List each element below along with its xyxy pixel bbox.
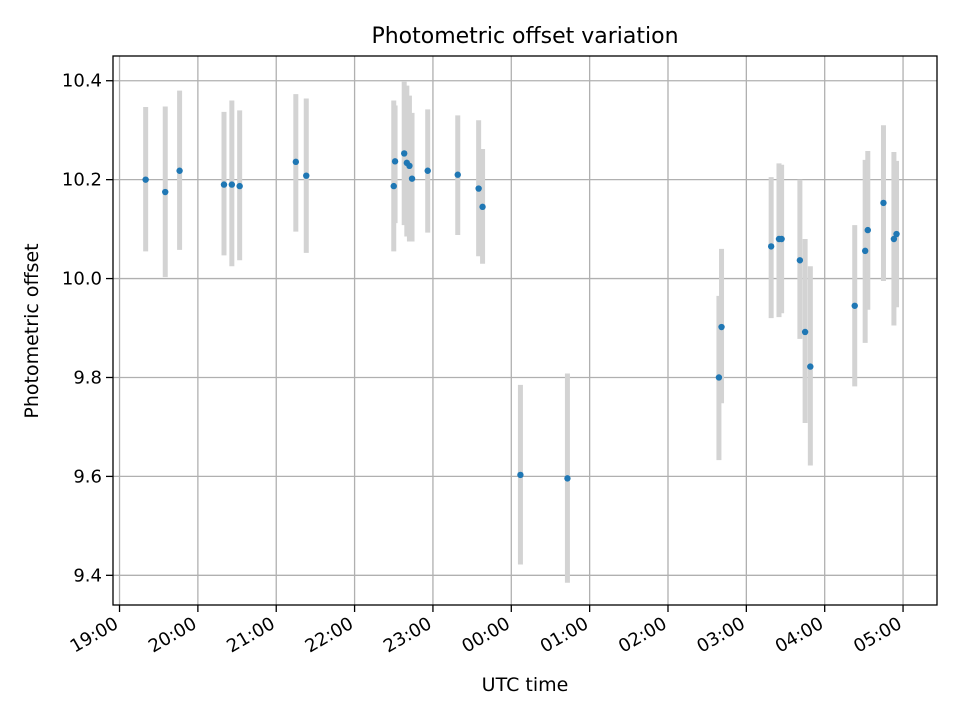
grid-layer [113,56,937,605]
y-axis-label: Photometric offset [21,243,43,418]
y-tick-label: 9.8 [73,367,102,388]
x-tick-label: 01:00 [537,613,592,657]
x-tick-label: 21:00 [223,613,278,657]
data-point [864,226,871,234]
x-tick-label: 03:00 [693,613,748,657]
x-tick-label: 22:00 [302,613,357,657]
data-point [475,185,482,192]
x-tick-label: 00:00 [458,613,513,657]
data-point [564,475,571,482]
data-point [220,181,228,188]
data-point [390,182,397,190]
data-point [861,247,869,255]
y-tick-label: 10.0 [62,269,102,290]
data-point [778,235,785,243]
data-point [162,188,169,196]
x-axis-ticks: 19:00 20:00 21:00 22:00 23:00 00:00 01:00 02:00… [67,605,906,657]
data-point [303,172,310,179]
point-layer [142,150,900,482]
data-point [890,235,898,243]
y-axis-ticks: 9.4 9.6 9.8 10.0 10.2 10.4 [62,71,113,586]
data-point [424,167,431,174]
data-point [807,363,814,370]
x-tick-label: 05:00 [850,613,905,657]
data-point [767,243,775,250]
chart-title: Photometric offset variation [371,24,678,49]
errorbar-layer [143,81,900,583]
x-axis-label: UTC time [482,674,569,696]
x-tick-label: 04:00 [772,613,827,657]
x-tick-label: 23:00 [380,613,435,657]
x-tick-label: 02:00 [615,613,670,657]
data-point [408,175,416,182]
y-tick-label: 10.2 [62,170,102,191]
data-point [893,230,900,238]
x-tick-label: 19:00 [67,613,122,657]
data-point [176,167,183,174]
data-point [401,150,408,157]
data-point [406,162,413,169]
data-point [796,257,804,264]
x-tick-label: 20:00 [145,613,200,657]
data-point [142,176,149,183]
data-point [236,182,243,190]
data-point [292,158,300,166]
data-point [228,181,236,188]
data-point [391,158,399,165]
y-tick-label: 10.4 [62,71,102,92]
data-point [880,199,887,207]
y-tick-label: 9.4 [73,565,102,586]
data-point [479,203,486,211]
data-point [715,374,723,381]
data-point [454,171,461,178]
data-point [801,328,809,336]
data-point [517,471,524,479]
y-tick-label: 9.6 [73,466,102,487]
data-point [851,302,858,309]
data-point [718,323,725,331]
plot-frame [112,55,938,606]
